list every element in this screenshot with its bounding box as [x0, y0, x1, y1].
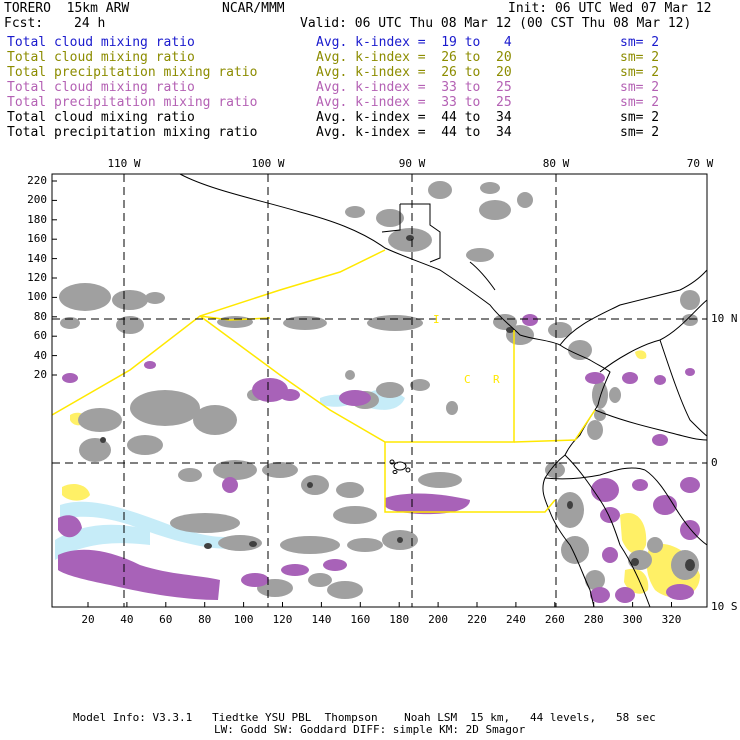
lon-label: 110 W [107, 157, 141, 170]
x-tick-label: 140 [311, 613, 332, 626]
legend-field: Total cloud mixing ratio [7, 110, 195, 125]
x-tick-label: 180 [389, 613, 410, 626]
x-tick-label: 100 [233, 613, 254, 626]
legend-sm: sm= 2 [620, 125, 660, 140]
y-tick-label: 100 [27, 290, 47, 304]
x-tick-label: 300 [622, 613, 643, 626]
y-tick-label: 200 [27, 193, 47, 207]
legend-sm: sm= 2 [620, 65, 660, 80]
x-tick-label: 80 [198, 613, 212, 626]
x-tick-label: 20 [81, 613, 95, 626]
legend-sm: sm= 2 [620, 80, 660, 95]
region-label-i: I [433, 313, 440, 326]
legend-sm: sm= 2 [620, 35, 660, 50]
x-tick-label: 160 [350, 613, 371, 626]
dark-cloud-cores [100, 235, 695, 571]
legend-kindex: Avg. k-index = 44 to 34 [316, 125, 512, 140]
fcst-value: 24 h [74, 16, 106, 31]
x-tick-label: 260 [544, 613, 565, 626]
lon-label: 90 W [398, 157, 426, 170]
region-label-c: C [464, 373, 471, 386]
legend-kindex: Avg. k-index = 33 to 25 [316, 95, 512, 110]
y-tick-label: 160 [27, 232, 47, 246]
x-tick-label: 320 [661, 613, 682, 626]
legend-kindex: Avg. k-index = 26 to 20 [316, 65, 512, 80]
legend-field: Total cloud mixing ratio [7, 50, 195, 65]
x-tick-label: 240 [505, 613, 526, 626]
legend-kindex: Avg. k-index = 26 to 20 [316, 50, 512, 65]
y-tick-label: 60 [33, 329, 47, 343]
init-time: Init: 06 UTC Wed 07 Mar 12 [508, 1, 712, 16]
model-title: TORERO 15km ARW [4, 1, 130, 16]
y-tick-label: 20 [33, 368, 47, 381]
legend-field: Total precipitation mixing ratio [7, 65, 258, 80]
y-tick-label: 180 [27, 212, 47, 226]
coastlines [179, 174, 707, 607]
legend-field: Total precipitation mixing ratio [7, 125, 258, 140]
plot-frame [51, 173, 708, 608]
y-tick-label: 40 [33, 348, 47, 362]
x-tick-label: 200 [428, 613, 449, 626]
y-tick-label: 80 [33, 309, 47, 323]
lat-label: 10 N [711, 312, 738, 325]
region-boundaries [52, 249, 596, 513]
legend-sm: sm= 2 [620, 110, 660, 125]
lon-label: 70 W [686, 157, 714, 170]
y-tick-label: 120 [27, 271, 47, 284]
fcst-label: Fcst: [4, 16, 44, 31]
center-name: NCAR/MMM [222, 1, 285, 16]
legend-kindex: Avg. k-index = 19 to 4 [316, 35, 512, 50]
x-tick-label: 280 [583, 613, 604, 626]
legend-field: Total cloud mixing ratio [7, 35, 195, 50]
region-label-r: R [493, 373, 500, 386]
legend-kindex: Avg. k-index = 44 to 34 [316, 110, 512, 125]
legend-sm: sm= 2 [620, 95, 660, 110]
lat-label: 0 [711, 456, 718, 469]
legend-sm: sm= 2 [620, 50, 660, 65]
lon-label: 100 W [251, 157, 285, 170]
legend-field: Total cloud mixing ratio [7, 80, 195, 95]
y-tick-label: 140 [27, 251, 47, 265]
legend-kindex: Avg. k-index = 33 to 25 [316, 80, 512, 95]
footer-physics: LW: Godd SW: Goddard DIFF: simple KM: 2D… [214, 723, 526, 736]
lat-lon-grid [52, 174, 707, 607]
legend-field: Total precipitation mixing ratio [7, 95, 258, 110]
valid-time: Valid: 06 UTC Thu 08 Mar 12 (00 CST Thu … [300, 16, 692, 31]
footer-model-info: Model Info: V3.3.1 Tiedtke YSU PBL Thomp… [73, 711, 656, 724]
gray-cloud-areas [59, 181, 700, 599]
purple-cloud-areas [58, 314, 700, 603]
x-tick-label: 220 [467, 613, 487, 626]
axis-ticks [52, 180, 672, 607]
x-tick-label: 60 [159, 613, 173, 626]
x-tick-label: 120 [272, 613, 293, 626]
lat-label: 10 S [711, 600, 738, 613]
y-tick-label: 220 [27, 174, 47, 187]
lon-label: 80 W [542, 157, 570, 170]
x-tick-label: 40 [120, 613, 134, 626]
